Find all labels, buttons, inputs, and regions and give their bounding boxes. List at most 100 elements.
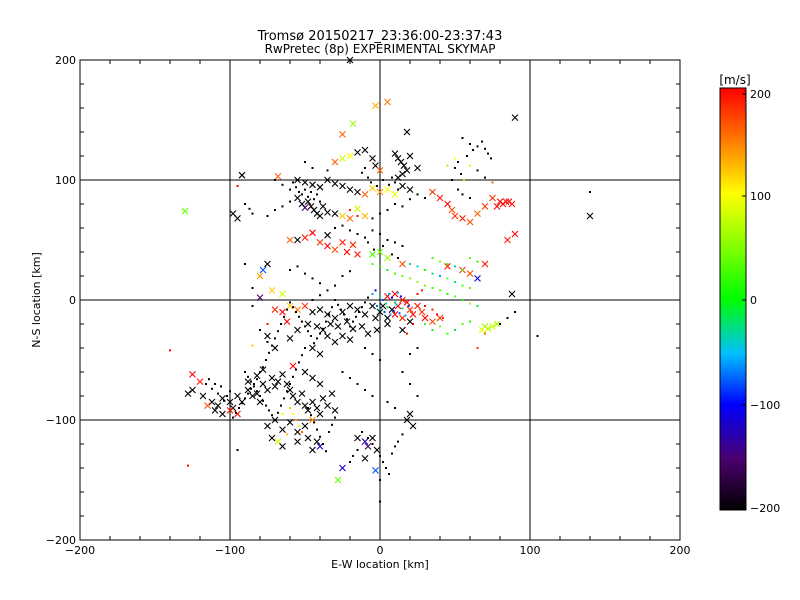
point-x-marker [268, 434, 276, 442]
point-dot-marker [356, 215, 359, 217]
point-x-marker [339, 239, 346, 246]
point-dot-marker [232, 416, 234, 419]
point-dot-marker [476, 347, 479, 349]
point-x-marker [316, 306, 324, 313]
point-dot-marker [463, 179, 465, 181]
point-x-marker [361, 212, 369, 220]
point-dot-marker [319, 294, 321, 297]
point-dot-marker [313, 421, 315, 424]
point-x-marker [339, 212, 346, 220]
point-dot-marker [484, 332, 486, 335]
point-x-marker [361, 146, 369, 154]
point-dot-marker [394, 445, 396, 448]
point-dot-marker [394, 203, 396, 205]
point-dot-marker [334, 227, 336, 229]
point-dot-marker [280, 323, 282, 325]
point-dot-marker [476, 260, 479, 263]
point-x-marker [343, 318, 351, 325]
point-dot-marker [386, 401, 389, 403]
point-x-marker [376, 308, 384, 316]
point-x-marker [481, 260, 489, 268]
point-x-marker [384, 186, 391, 193]
point-dot-marker [283, 315, 285, 318]
point-dot-marker [244, 203, 246, 205]
point-dot-marker [205, 383, 207, 385]
point-x-marker [309, 229, 316, 237]
point-x-marker [268, 287, 276, 294]
point-x-marker [444, 200, 451, 208]
point-x-marker [399, 182, 406, 190]
point-x-marker [369, 155, 376, 162]
point-dot-marker [371, 293, 374, 295]
point-dot-marker [355, 315, 357, 318]
point-dot-marker [424, 197, 426, 199]
point-dot-marker [169, 349, 171, 352]
point-dot-marker [364, 236, 366, 239]
point-dot-marker [460, 173, 462, 175]
grid-lines [80, 60, 680, 540]
point-dot-marker [358, 311, 360, 313]
point-x-marker [331, 158, 339, 166]
point-x-marker [264, 260, 271, 268]
point-dot-marker [409, 383, 411, 385]
point-dot-marker [253, 383, 255, 385]
point-dot-marker [274, 337, 276, 340]
point-dot-marker [214, 383, 216, 385]
point-dot-marker [251, 344, 254, 347]
point-dot-marker [274, 419, 276, 421]
point-dot-marker [416, 265, 419, 268]
point-x-marker [418, 308, 426, 316]
point-x-marker [208, 398, 216, 406]
point-dot-marker [367, 437, 369, 439]
point-dot-marker [311, 299, 314, 301]
point-x-marker [384, 254, 391, 262]
point-dot-marker [386, 306, 389, 309]
point-dot-marker [319, 435, 321, 438]
point-x-marker [369, 251, 376, 258]
point-dot-marker [304, 161, 306, 163]
point-dot-marker [491, 181, 494, 184]
point-dot-marker [356, 383, 359, 385]
point-dot-marker [451, 179, 453, 181]
point-dot-marker [289, 407, 291, 409]
point-dot-marker [304, 325, 306, 328]
point-x-marker [478, 326, 486, 334]
point-x-marker [493, 203, 501, 210]
point-x-marker [301, 204, 309, 211]
point-dot-marker [295, 419, 297, 421]
y-tick-label-4: 200 [55, 54, 76, 67]
point-x-marker [324, 231, 331, 239]
point-dot-marker [461, 193, 464, 196]
point-x-marker [283, 380, 291, 388]
point-dot-marker [304, 188, 306, 191]
point-dot-marker [446, 332, 449, 335]
point-x-marker [301, 422, 309, 430]
point-dot-marker [388, 293, 390, 295]
point-x-marker [301, 234, 309, 241]
point-x-marker [508, 200, 516, 208]
point-dot-marker [289, 301, 291, 304]
point-dot-marker [454, 157, 456, 160]
point-x-marker [414, 302, 421, 310]
y-tick-label-1: −100 [46, 414, 76, 427]
point-x-marker [181, 207, 189, 215]
point-dot-marker [259, 395, 261, 397]
point-x-marker [403, 128, 411, 136]
point-x-marker [309, 446, 316, 454]
point-x-marker [286, 419, 294, 426]
point-x-marker [369, 185, 376, 192]
point-dot-marker [454, 167, 456, 169]
point-dot-marker [265, 359, 267, 361]
point-dot-marker [301, 320, 303, 323]
point-dot-marker [382, 461, 384, 463]
point-dot-marker [514, 311, 516, 313]
point-x-marker [309, 398, 316, 406]
point-x-marker [271, 306, 279, 313]
point-x-marker [429, 318, 436, 325]
point-x-marker [372, 467, 379, 474]
point-x-marker [511, 230, 519, 238]
point-dot-marker [364, 301, 366, 304]
point-dot-marker [364, 347, 366, 349]
point-dot-marker [187, 464, 189, 467]
point-dot-marker [361, 171, 363, 174]
